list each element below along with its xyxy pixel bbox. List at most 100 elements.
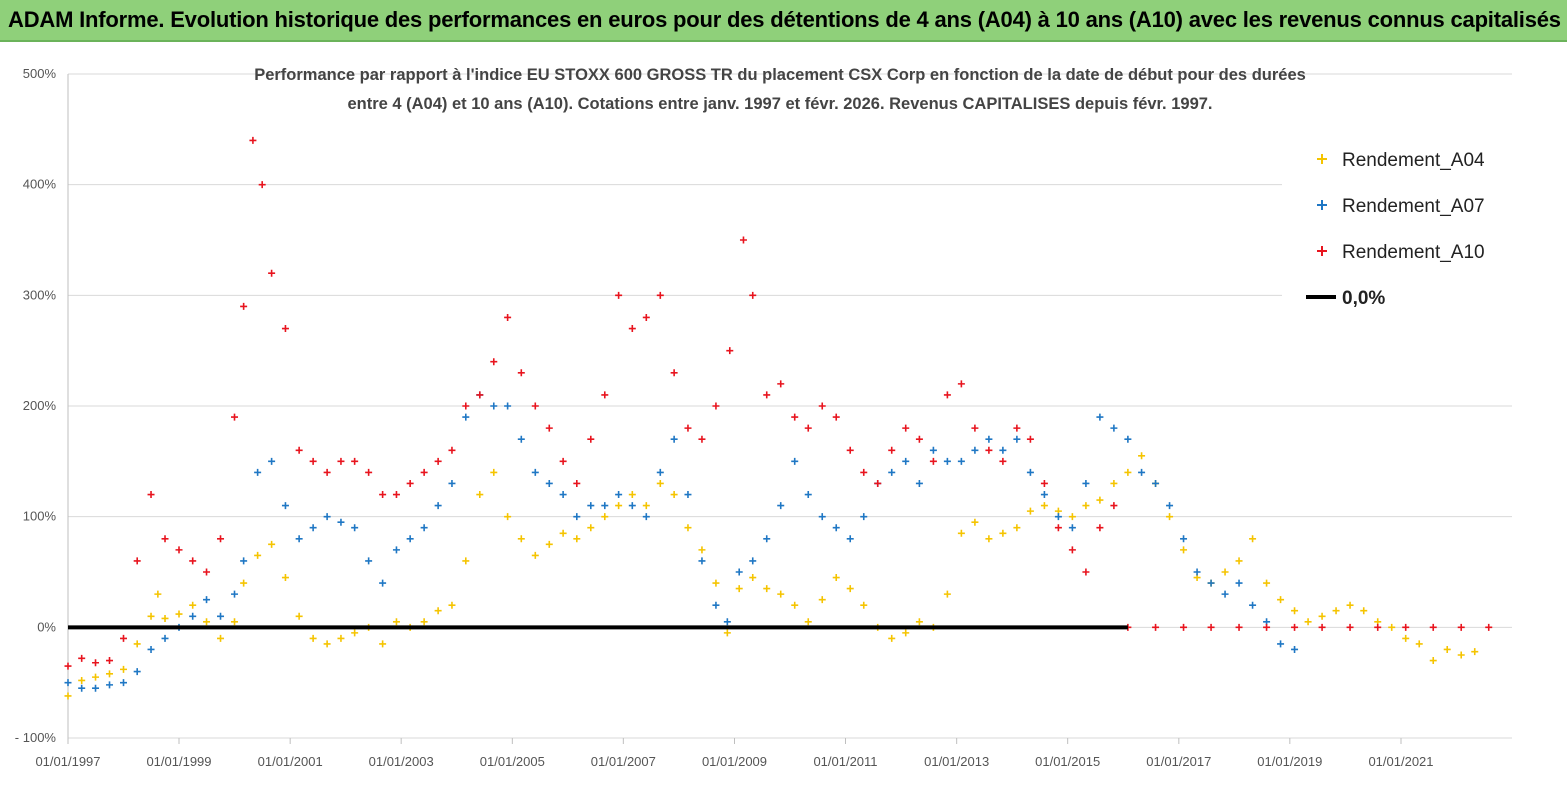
data-point bbox=[712, 402, 720, 410]
data-point bbox=[723, 618, 731, 626]
data-point bbox=[281, 574, 289, 582]
data-point bbox=[943, 391, 951, 399]
data-point bbox=[1166, 513, 1174, 521]
data-point bbox=[999, 446, 1007, 454]
data-point bbox=[504, 313, 512, 321]
data-point bbox=[203, 618, 211, 626]
data-point bbox=[804, 491, 812, 499]
data-point bbox=[517, 435, 525, 443]
chart-series bbox=[64, 136, 1493, 700]
data-point bbox=[1124, 468, 1132, 476]
data-point bbox=[698, 546, 706, 554]
data-point bbox=[642, 502, 650, 510]
x-tick-label: 01/01/1997 bbox=[35, 754, 100, 769]
data-point bbox=[231, 413, 239, 421]
data-point bbox=[1402, 623, 1410, 631]
data-point bbox=[902, 629, 910, 637]
x-tick-label: 01/01/2005 bbox=[480, 754, 545, 769]
data-point bbox=[1235, 557, 1243, 565]
data-point bbox=[791, 601, 799, 609]
data-point bbox=[902, 424, 910, 432]
data-point bbox=[698, 435, 706, 443]
data-point bbox=[231, 590, 239, 598]
data-point bbox=[818, 402, 826, 410]
data-point bbox=[281, 325, 289, 333]
data-point bbox=[1068, 546, 1076, 554]
data-point bbox=[915, 435, 923, 443]
data-point bbox=[254, 551, 262, 559]
data-point bbox=[1429, 623, 1437, 631]
data-point bbox=[559, 457, 567, 465]
data-point bbox=[406, 479, 414, 487]
data-point bbox=[846, 446, 854, 454]
data-point bbox=[295, 612, 303, 620]
data-point bbox=[531, 402, 539, 410]
data-point bbox=[258, 181, 266, 189]
data-point bbox=[670, 491, 678, 499]
data-point bbox=[92, 673, 100, 681]
data-point bbox=[999, 529, 1007, 537]
data-point bbox=[1277, 640, 1285, 648]
data-point bbox=[735, 568, 743, 576]
data-point bbox=[268, 540, 276, 548]
data-point bbox=[723, 629, 731, 637]
data-point bbox=[365, 468, 373, 476]
data-point bbox=[1082, 568, 1090, 576]
data-point bbox=[860, 468, 868, 476]
data-point bbox=[531, 468, 539, 476]
data-point bbox=[78, 654, 86, 662]
data-point bbox=[739, 236, 747, 244]
data-point bbox=[749, 291, 757, 299]
data-point bbox=[78, 684, 86, 692]
data-point bbox=[231, 618, 239, 626]
data-point bbox=[1054, 524, 1062, 532]
data-point bbox=[601, 391, 609, 399]
data-point bbox=[120, 634, 128, 642]
y-tick-label: 0% bbox=[37, 619, 56, 634]
data-point bbox=[670, 435, 678, 443]
data-point bbox=[656, 479, 664, 487]
data-point bbox=[309, 634, 317, 642]
x-tick-label: 01/01/2011 bbox=[813, 754, 877, 769]
data-point bbox=[351, 457, 359, 465]
data-point bbox=[1082, 502, 1090, 510]
data-point bbox=[1110, 424, 1118, 432]
data-point bbox=[832, 524, 840, 532]
data-point bbox=[92, 684, 100, 692]
data-point bbox=[915, 618, 923, 626]
data-point bbox=[726, 347, 734, 355]
data-point bbox=[240, 579, 248, 587]
data-point bbox=[1013, 435, 1021, 443]
data-point bbox=[943, 457, 951, 465]
data-point bbox=[476, 391, 484, 399]
data-point bbox=[559, 529, 567, 537]
data-point bbox=[971, 424, 979, 432]
data-point bbox=[615, 502, 623, 510]
data-point bbox=[517, 535, 525, 543]
data-point bbox=[161, 614, 169, 622]
data-point bbox=[434, 607, 442, 615]
data-point bbox=[1415, 640, 1423, 648]
data-point bbox=[929, 446, 937, 454]
data-point bbox=[1291, 623, 1299, 631]
x-tick-label: 01/01/2021 bbox=[1368, 754, 1433, 769]
data-point bbox=[203, 568, 211, 576]
data-point bbox=[1193, 568, 1201, 576]
data-point bbox=[147, 612, 155, 620]
data-point bbox=[434, 457, 442, 465]
data-point bbox=[712, 579, 720, 587]
chart-subtitle-line-2: entre 4 (A04) et 10 ans (A10). Cotations… bbox=[347, 95, 1212, 113]
data-point bbox=[1485, 623, 1493, 631]
data-point bbox=[1235, 623, 1243, 631]
data-point bbox=[573, 479, 581, 487]
legend-swatch bbox=[1317, 246, 1327, 256]
data-point bbox=[791, 413, 799, 421]
data-point bbox=[902, 457, 910, 465]
data-point bbox=[749, 574, 757, 582]
data-point bbox=[684, 524, 692, 532]
data-point bbox=[1040, 479, 1048, 487]
data-point bbox=[1263, 579, 1271, 587]
data-point bbox=[1180, 546, 1188, 554]
data-point bbox=[379, 579, 387, 587]
data-point bbox=[971, 446, 979, 454]
